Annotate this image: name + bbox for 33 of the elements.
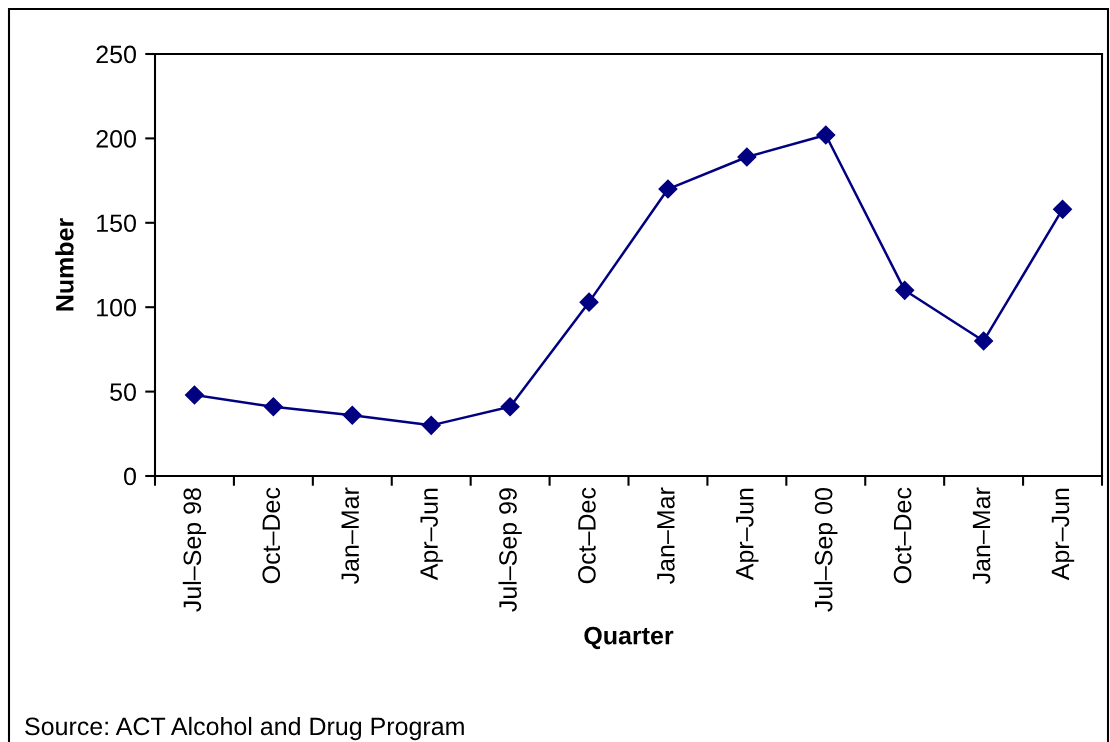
y-tick-label: 200 [96,130,136,148]
x-tick-label: Jan–Mar [972,487,991,584]
y-tick-label: 50 [110,383,136,401]
x-tick-label: Apr–Jun [420,488,443,581]
y-tick-label: 250 [96,45,136,64]
point [1053,199,1073,219]
point [263,397,283,417]
x-tick-label: Jan–Mar [657,487,675,584]
point [579,292,599,312]
x-axis-title: Quarter [584,626,674,650]
x-tick-label: Oct–Dec [578,487,596,584]
x-tick-label: Jul–Sep 00 [814,488,838,612]
point [658,179,678,199]
y-tick-label: 0 [124,467,136,486]
point [184,385,204,405]
x-tick-label: Jul–Sep 98 [182,488,207,612]
y-axis-title: Number [55,218,74,311]
source-note: Source: ACT Alcohol and Drug Program [25,716,464,741]
x-tick-label: Oct–Dec [262,487,281,584]
x-tick-label: Jul–Sep 99 [498,488,522,612]
point [500,397,520,417]
point [816,125,836,145]
x-tick-label: Apr–Jun [1051,488,1075,581]
x-tick-label: Apr–Jun [736,488,759,581]
point [737,147,757,167]
point [974,331,994,351]
x-tick-label: Jan–Mar [341,487,359,584]
y-tick-label: 100 [97,298,136,317]
point [421,415,441,435]
y-tick-label: 150 [97,214,136,233]
point [895,280,915,300]
x-tick-label: Oct–Dec [893,487,912,584]
point [342,405,362,425]
